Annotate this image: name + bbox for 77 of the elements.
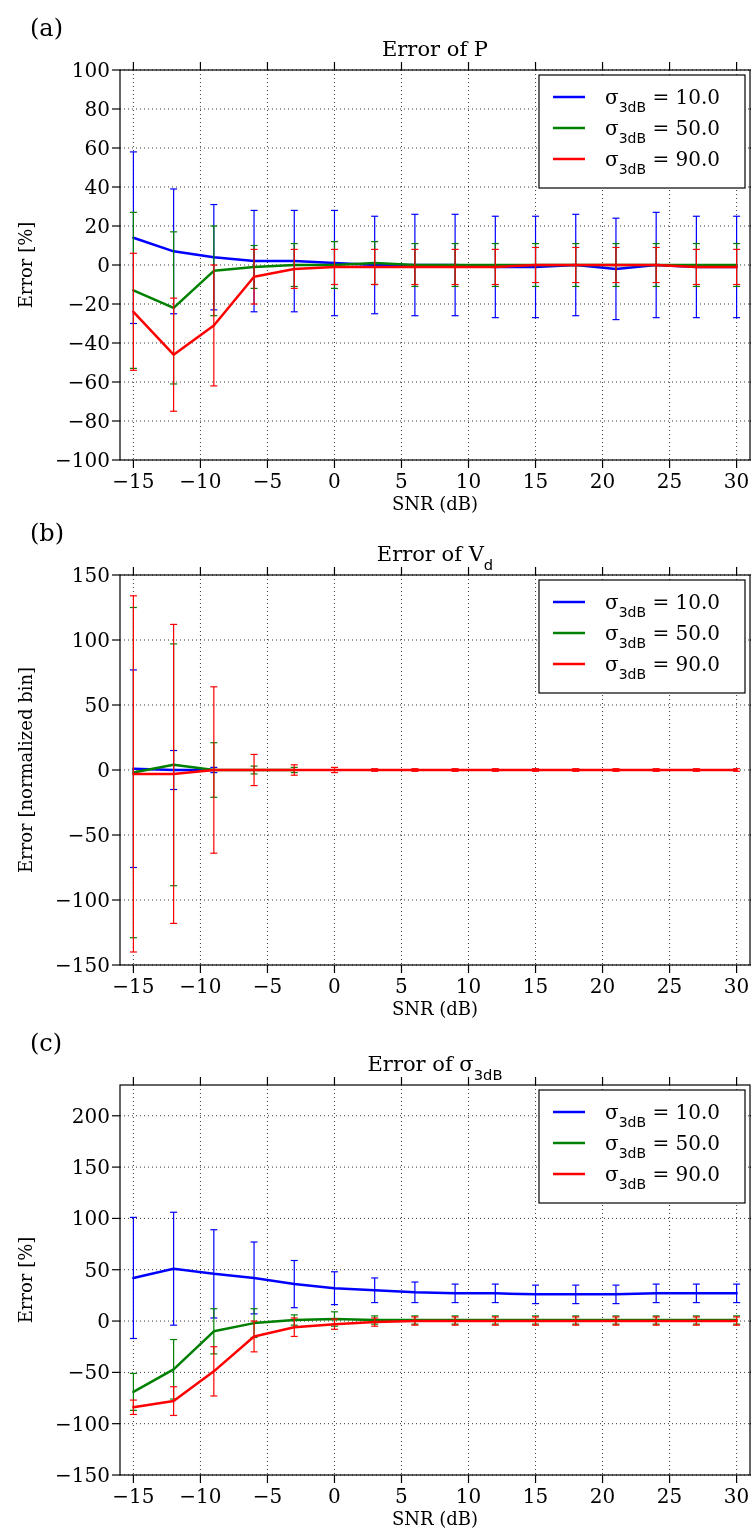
x-tick-label: 5 [395,469,408,493]
y-tick-label: 20 [84,214,110,238]
x-tick-label: −10 [179,1484,222,1508]
legend-label: σ$_{3dB}$ = 50.0 [605,116,721,146]
x-tick-label: −10 [179,974,222,998]
x-tick-label: 10 [455,469,482,493]
y-tick-label: 0 [97,758,110,782]
x-tick-label: 0 [328,974,341,998]
y-tick-label: −50 [67,1360,110,1385]
x-tick-label: −5 [252,1484,283,1508]
text: (a) [30,14,64,42]
y-tick-label: 50 [84,1257,110,1282]
y-tick-label: 100 [71,628,110,652]
x-tick-label: 5 [395,974,408,998]
y-axis-title: Error [%] [15,221,36,309]
y-tick-label: 150 [71,563,110,587]
y-tick-label: 0 [97,1309,110,1334]
text: (c) [30,1029,63,1057]
y-tick-label: −60 [67,370,110,394]
y-axis-title: Error [%] [15,1236,36,1324]
y-tick-label: 80 [84,97,110,121]
x-tick-label: 10 [455,1484,482,1508]
y-tick-label: 50 [84,693,110,717]
x-tick-label: −15 [112,1484,155,1508]
x-tick-label: −10 [179,469,222,493]
y-tick-label: 0 [97,253,110,277]
chart-title: Error of P [382,37,488,61]
x-axis-title: SNR (dB) [391,1508,479,1529]
y-tick-label: 40 [84,175,110,199]
y-tick-label: −100 [55,888,110,912]
x-tick-label: 15 [522,469,549,493]
chart-title: Error of σ$_{3dB}$ [367,1052,503,1083]
y-tick-label: 60 [84,136,110,160]
y-axis-title: Error [normalized bin] [15,666,36,874]
x-tick-label: 0 [328,469,341,493]
x-tick-label: 25 [656,974,683,998]
x-tick-label: −5 [252,469,283,493]
y-tick-label: 150 [71,1155,110,1180]
y-tick-label: −80 [67,409,110,433]
y-tick-label: −150 [55,953,110,977]
x-tick-label: 20 [589,1484,616,1508]
y-tick-label: 100 [71,1206,110,1231]
y-tick-label: −150 [55,1463,110,1487]
x-tick-label: 30 [723,1484,750,1508]
y-tick-label: −40 [67,331,110,355]
x-tick-label: 20 [589,469,616,493]
legend-label: σ$_{3dB}$ = 50.0 [605,621,721,651]
x-tick-label: 15 [522,974,549,998]
x-axis-title: SNR (dB) [391,998,479,1019]
x-tick-label: 20 [589,974,616,998]
legend-label: σ$_{3dB}$ = 90.0 [605,1162,721,1192]
legend-label: σ$_{3dB}$ = 10.0 [605,590,721,620]
x-tick-label: −15 [112,974,155,998]
x-tick-label: 10 [455,974,482,998]
y-tick-label: 200 [71,1103,110,1128]
legend-label: σ$_{3dB}$ = 90.0 [605,652,721,682]
x-tick-label: 15 [522,1484,549,1508]
x-tick-label: 0 [328,1484,341,1508]
x-axis-title: SNR (dB) [391,493,479,514]
legend-label: σ$_{3dB}$ = 50.0 [605,1131,721,1161]
x-tick-label: 25 [656,469,683,493]
legend-label: σ$_{3dB}$ = 10.0 [605,85,721,115]
x-tick-label: 25 [656,1484,683,1508]
legend-label: σ$_{3dB}$ = 10.0 [605,1100,721,1130]
chart-title: Error of V$_{d}$ [376,542,494,573]
y-tick-label: −100 [55,448,110,472]
y-tick-label: −50 [67,823,110,847]
x-tick-label: −15 [112,469,155,493]
y-tick-label: −20 [67,292,110,316]
x-tick-label: 5 [395,1484,408,1508]
x-tick-label: 30 [723,974,750,998]
y-tick-label: −100 [55,1411,110,1436]
x-tick-label: 30 [723,469,750,493]
y-tick-label: 100 [71,58,110,82]
legend-label: σ$_{3dB}$ = 90.0 [605,147,721,177]
x-tick-label: −5 [252,974,283,998]
text: (b) [30,519,65,547]
